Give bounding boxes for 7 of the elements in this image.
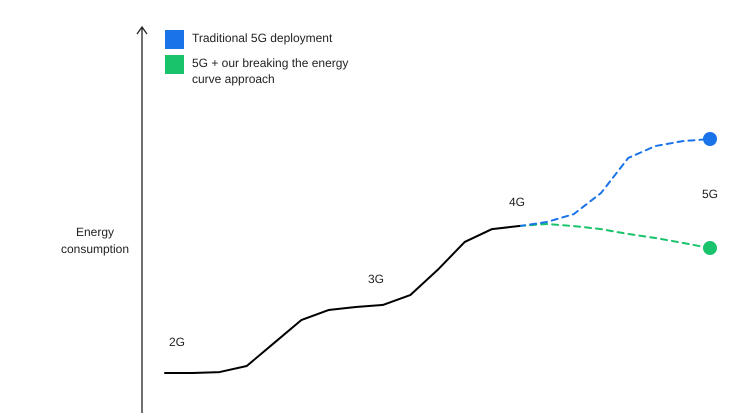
- annotation: 2G: [168, 335, 186, 349]
- y-axis-title: Energy consumption: [60, 224, 130, 258]
- annotation: 5G: [702, 187, 718, 201]
- legend-label: Traditional 5G deployment: [192, 30, 332, 46]
- annotation: 4G: [508, 195, 526, 209]
- legend-label: 5G + our breaking the energy curve approach: [192, 55, 350, 87]
- annotation: 3G: [368, 272, 384, 286]
